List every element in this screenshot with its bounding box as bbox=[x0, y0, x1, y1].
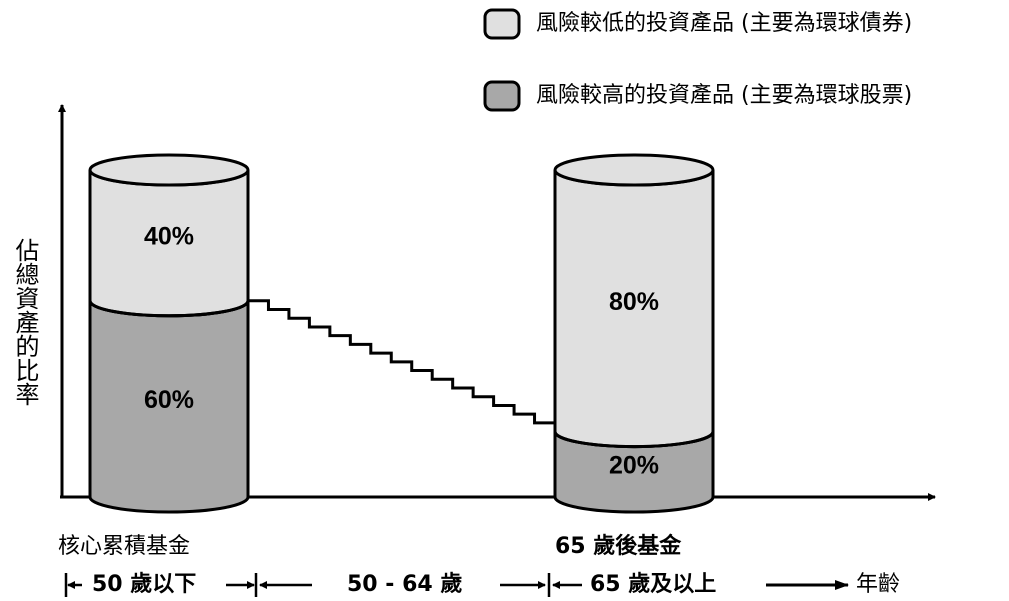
age-range-65-plus: 65 歲及以上 bbox=[590, 572, 717, 597]
glide-path-line bbox=[248, 299, 557, 432]
legend-label-high: 風險較高的投資產品 (主要為環球股票) bbox=[536, 83, 913, 108]
data-label-low-1: 40% bbox=[144, 222, 194, 250]
bar-top-2 bbox=[553, 153, 715, 187]
data-label-high-2: 20% bbox=[609, 451, 659, 479]
age-range-under-50: 50 歲以下 bbox=[92, 572, 197, 597]
legend-swatch-high bbox=[483, 80, 521, 112]
age-range-50-64: 50 - 64 歲 bbox=[347, 572, 463, 597]
bar-top-1 bbox=[88, 153, 250, 187]
legend-label-low: 風險較低的投資產品 (主要為環球債券) bbox=[536, 11, 913, 36]
x-axis-label: 年齡 bbox=[856, 572, 901, 597]
bar-divider-1 bbox=[88, 300, 250, 318]
fund-caption-core: 核心累積基金 bbox=[58, 534, 191, 559]
data-label-low-2: 80% bbox=[609, 288, 659, 316]
age-range-arrows bbox=[64, 573, 849, 597]
y-axis-label: 佔總資產的比率 bbox=[11, 238, 39, 406]
bar-divider-2 bbox=[553, 431, 715, 449]
data-label-high-1: 60% bbox=[144, 386, 194, 414]
fund-caption-65-plus: 65 歲後基金 bbox=[555, 534, 682, 559]
legend-swatch-low bbox=[483, 8, 521, 40]
